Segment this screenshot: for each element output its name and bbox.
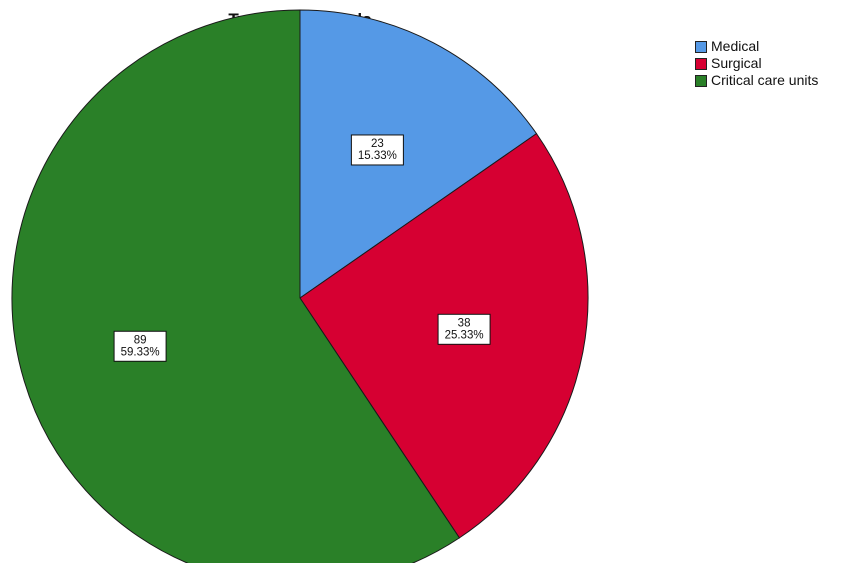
legend-label: Medical bbox=[711, 38, 760, 54]
data-label-box bbox=[113, 330, 167, 362]
legend-item-critical-care-units: Critical care units bbox=[695, 72, 818, 89]
data-label-percent: 15.33% bbox=[358, 150, 397, 162]
legend-label: Critical care units bbox=[711, 72, 819, 88]
legend-swatch bbox=[695, 40, 707, 53]
pie-slice-critical-care-units bbox=[11, 9, 461, 563]
data-label-percent: 59.33% bbox=[121, 346, 160, 358]
legend-swatch bbox=[695, 57, 707, 70]
legend-label: Surgical bbox=[711, 55, 762, 71]
legend: Medical Surgical Critical care units bbox=[695, 38, 818, 89]
data-label-box bbox=[437, 313, 491, 345]
data-label-percent: 25.33% bbox=[445, 329, 484, 341]
legend-item-medical: Medical bbox=[695, 38, 818, 55]
data-label-count: 89 bbox=[134, 334, 147, 346]
legend-item-surgical: Surgical bbox=[695, 55, 818, 72]
data-label-box bbox=[350, 134, 404, 166]
data-label-count: 23 bbox=[371, 138, 384, 150]
data-label-count: 38 bbox=[458, 317, 471, 329]
pie-slice-medical bbox=[299, 9, 538, 299]
legend-swatch bbox=[695, 74, 707, 87]
